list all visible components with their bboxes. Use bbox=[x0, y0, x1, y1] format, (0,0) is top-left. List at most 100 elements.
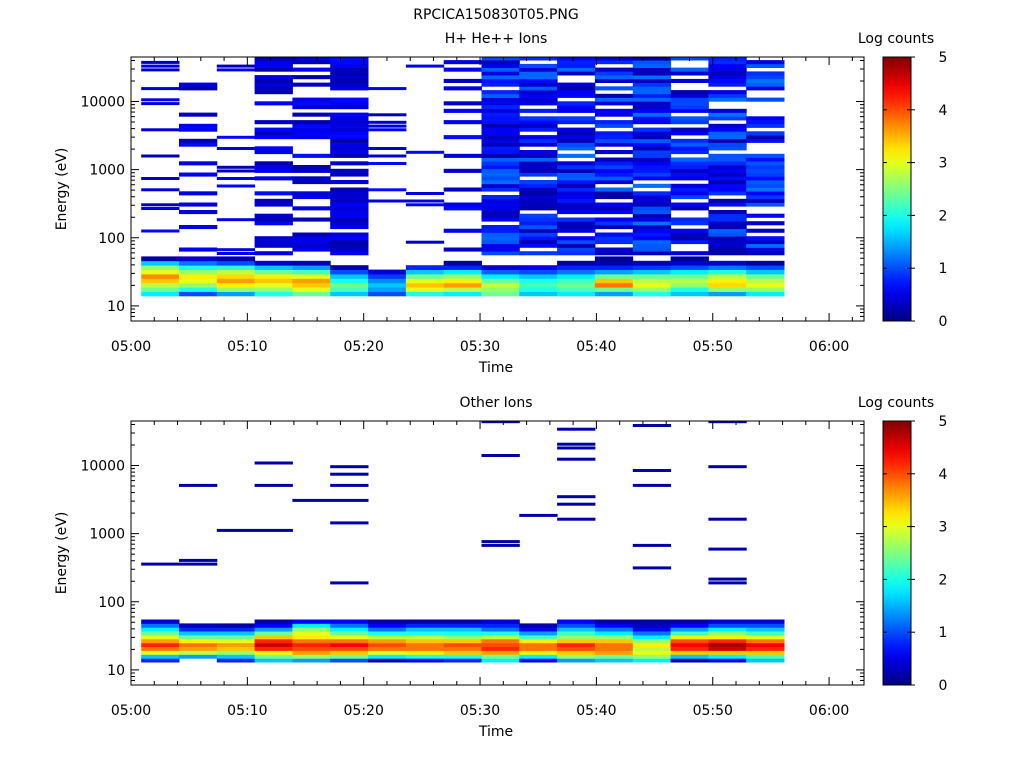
heatmap-cell bbox=[254, 78, 293, 83]
heatmap-cell bbox=[557, 93, 596, 98]
heatmap-cell bbox=[708, 232, 747, 237]
heatmap-cell bbox=[141, 256, 180, 262]
heatmap-cell bbox=[405, 619, 445, 624]
heatmap-cell bbox=[141, 265, 180, 270]
x-tick-label: 05:20 bbox=[344, 339, 384, 355]
heatmap-cell bbox=[443, 202, 482, 207]
heatmap-cell bbox=[708, 168, 747, 173]
heatmap-cell bbox=[594, 187, 634, 192]
heatmap-cell bbox=[330, 161, 369, 166]
heatmap-cell bbox=[708, 658, 747, 663]
heatmap-cell bbox=[254, 120, 293, 125]
heatmap-cell bbox=[292, 127, 331, 132]
heatmap-cell bbox=[179, 123, 218, 128]
heatmap-cell bbox=[292, 260, 331, 266]
heatmap-cell bbox=[292, 247, 331, 252]
heatmap-cell bbox=[519, 63, 558, 68]
heatmap-cell bbox=[557, 206, 596, 211]
heatmap-cell bbox=[443, 627, 482, 632]
heatmap-cell bbox=[481, 101, 520, 106]
heatmap-cell bbox=[292, 120, 331, 125]
heatmap-cell bbox=[254, 627, 293, 632]
heatmap-cell bbox=[557, 183, 596, 188]
heatmap-cell bbox=[670, 142, 709, 147]
heatmap-cell bbox=[330, 287, 369, 292]
heatmap-cell bbox=[594, 619, 634, 624]
heatmap-cell bbox=[481, 658, 520, 663]
colorbar-tick-label: 2 bbox=[939, 208, 948, 224]
heatmap-cell bbox=[254, 176, 293, 181]
heatmap-cell bbox=[632, 120, 672, 125]
heatmap-cell bbox=[292, 638, 331, 644]
heatmap-cell bbox=[141, 269, 180, 275]
heatmap-cell bbox=[594, 75, 634, 80]
heatmap-cell bbox=[141, 274, 180, 279]
heatmap-cell bbox=[368, 635, 407, 640]
heatmap-cell bbox=[632, 146, 672, 151]
heatmap-cell bbox=[708, 165, 747, 170]
heatmap-cell bbox=[557, 221, 596, 226]
heatmap-cell bbox=[481, 635, 520, 640]
heatmap-cell bbox=[670, 165, 709, 170]
heatmap-cell bbox=[594, 157, 634, 162]
heatmap-cell bbox=[594, 131, 634, 136]
heatmap-cell bbox=[141, 291, 180, 297]
heatmap-cell bbox=[708, 112, 747, 117]
heatmap-cell bbox=[708, 654, 747, 659]
heatmap-cell bbox=[330, 60, 369, 65]
heatmap-cell bbox=[330, 138, 369, 143]
heatmap-cell bbox=[557, 446, 596, 450]
heatmap-cell bbox=[670, 274, 709, 279]
heatmap-cell bbox=[519, 172, 558, 177]
heatmap-cell bbox=[292, 243, 331, 248]
heatmap-cell bbox=[179, 562, 218, 566]
heatmap-cell bbox=[670, 654, 709, 659]
heatmap-cell bbox=[292, 287, 331, 292]
heatmap-cell bbox=[708, 260, 747, 266]
heatmap-cell bbox=[708, 650, 747, 655]
heatmap-cell bbox=[594, 202, 634, 207]
heatmap-cell bbox=[443, 228, 482, 233]
heatmap-cell bbox=[368, 627, 407, 632]
heatmap-cell bbox=[519, 67, 558, 72]
heatmap-cell bbox=[330, 202, 369, 207]
heatmap-cell bbox=[519, 631, 558, 636]
heatmap-cell bbox=[330, 232, 369, 237]
heatmap-cell bbox=[519, 635, 558, 640]
heatmap-cell bbox=[330, 210, 369, 215]
heatmap-cell bbox=[746, 202, 785, 207]
heatmap-cell bbox=[443, 650, 482, 655]
panel-other-ions: 05:00 05:10 05:20 05:30 05:40 05:50 06:0010100… bbox=[54, 395, 948, 740]
heatmap-cell bbox=[330, 78, 369, 83]
x-tick-label: 05:00 bbox=[111, 339, 151, 355]
heatmap-cell bbox=[179, 191, 218, 196]
heatmap-cell bbox=[594, 135, 634, 140]
heatmap-cell bbox=[405, 64, 445, 68]
heatmap-cell bbox=[141, 98, 180, 102]
heatmap-cell bbox=[557, 116, 596, 121]
heatmap-cell bbox=[443, 265, 482, 270]
heatmap-cell bbox=[519, 198, 558, 203]
heatmap-cell bbox=[708, 183, 747, 188]
heatmap-cell bbox=[481, 236, 520, 241]
heatmap-cell bbox=[519, 228, 558, 233]
heatmap-cell bbox=[368, 638, 407, 644]
heatmap-cell bbox=[632, 642, 672, 647]
heatmap-cell bbox=[481, 123, 520, 128]
heatmap-cell bbox=[443, 619, 482, 624]
heatmap-cell bbox=[254, 198, 293, 203]
heatmap-cell bbox=[519, 236, 558, 241]
heatmap-cell bbox=[216, 218, 256, 222]
heatmap-cell bbox=[216, 291, 256, 297]
heatmap-cell bbox=[594, 195, 634, 200]
heatmap-cell bbox=[746, 642, 785, 647]
heatmap-cell bbox=[594, 623, 634, 628]
heatmap-cell bbox=[708, 161, 747, 166]
heatmap-cell bbox=[519, 57, 558, 61]
heatmap-cell bbox=[557, 502, 596, 506]
heatmap-cell bbox=[670, 260, 709, 266]
heatmap-cell bbox=[519, 161, 558, 166]
heatmap-cell bbox=[670, 278, 709, 284]
heatmap-cell bbox=[594, 260, 634, 266]
heatmap-cell bbox=[746, 78, 785, 83]
